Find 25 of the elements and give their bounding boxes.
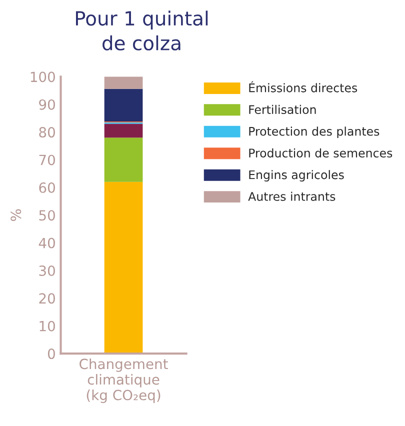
y-tick-label: 80 [39,127,55,138]
legend-label: Fertilisation [249,104,316,114]
y-tick-label: 40 [38,238,55,248]
bar [104,182,143,354]
bar [104,138,143,182]
legend-label: Protection des plantes [249,126,380,138]
bar [104,76,143,89]
legend-label: Production de semences [249,148,392,158]
y-tick-label: 10 [40,320,55,332]
bar [104,88,143,122]
legend-label: Émissions directes [249,81,358,92]
y-axis-title: % [10,209,22,221]
legend-label: Engins agricoles [249,170,344,182]
y-tick-label: 0 [48,348,55,360]
y-tick-label: 30 [39,265,55,276]
y-tick-label: 60 [39,182,55,193]
chart-title: Pour 1 quintal de colza [76,10,208,50]
bar [104,124,143,138]
y-tick-label: 70 [39,154,55,166]
y-tick-label: 100 [30,72,55,82]
legend-label: Autres intrants [248,192,336,201]
y-tick-label: 50 [39,210,55,221]
y-tick-label: 90 [39,99,55,110]
y-tick-label: 20 [39,293,55,304]
x-tick-label: Changement climatique (kg CO₂eq) [80,358,168,403]
